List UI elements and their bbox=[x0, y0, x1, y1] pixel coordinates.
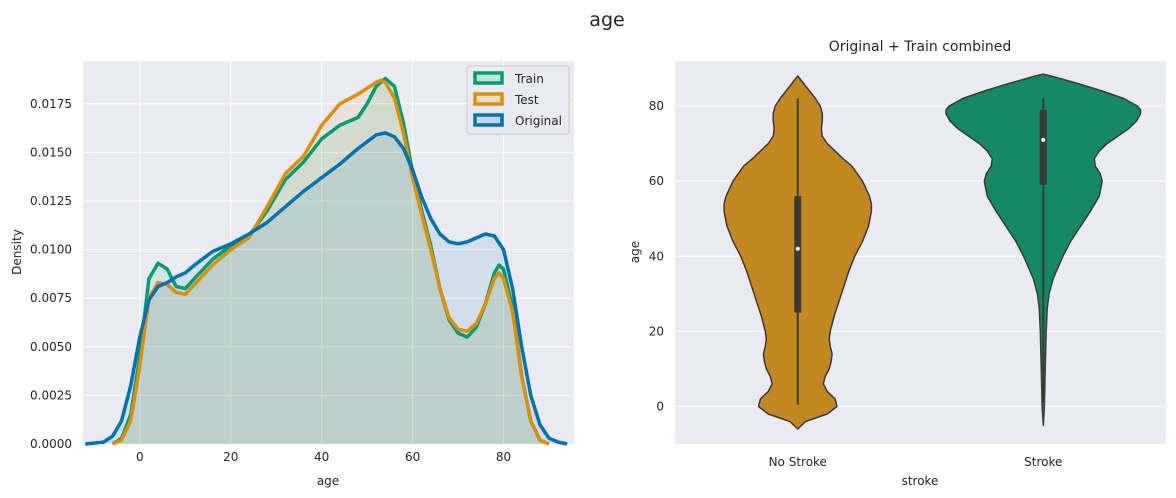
violin-y-tick-label: 80 bbox=[649, 99, 664, 113]
violin-x-tick-label: No Stroke bbox=[769, 455, 827, 469]
legend-swatch-original bbox=[473, 113, 504, 127]
kde-x-axis-label: age bbox=[317, 474, 339, 488]
violin-y-ticks: 0 20 40 60 80 bbox=[649, 99, 664, 413]
legend-label-train: Train bbox=[514, 72, 544, 86]
kde-plot: 0 20 40 60 80 0.0000 0.0025 0.0050 0.0075 0.0100… bbox=[10, 61, 574, 488]
kde-y-tick-label: 0.0075 bbox=[30, 291, 72, 305]
kde-lines bbox=[85, 76, 568, 446]
kde-line-test bbox=[111, 78, 550, 446]
kde-y-tick-label: 0.0125 bbox=[30, 194, 72, 208]
kde-y-tick-label: 0.0025 bbox=[30, 388, 72, 402]
kde-x-tick-label: 60 bbox=[405, 450, 420, 464]
violin-x-ticks: No Stroke Stroke bbox=[769, 455, 1063, 469]
kde-x-tick-label: 0 bbox=[136, 450, 144, 464]
kde-x-tick-label: 80 bbox=[496, 450, 511, 464]
violin-y-tick-label: 60 bbox=[649, 174, 664, 188]
violin-bodies bbox=[723, 73, 1142, 430]
legend-swatch-train bbox=[473, 71, 504, 85]
kde-y-ticks: 0.0000 0.0025 0.0050 0.0075 0.0100 0.0125 0.01… bbox=[30, 97, 72, 451]
violin-plot-title: Original + Train combined bbox=[829, 39, 1012, 55]
violin-x-axis-label: stroke bbox=[902, 474, 939, 488]
violin-y-tick-label: 40 bbox=[649, 249, 664, 263]
kde-y-tick-label: 0.0100 bbox=[30, 243, 72, 257]
legend-swatch-test bbox=[473, 92, 504, 106]
legend-label-test: Test bbox=[514, 93, 539, 107]
violin-x-tick-label: Stroke bbox=[1024, 455, 1062, 469]
kde-y-tick-label: 0.0000 bbox=[30, 437, 72, 451]
violin-y-tick-label: 0 bbox=[656, 399, 664, 413]
kde-y-tick-label: 0.0150 bbox=[30, 145, 72, 159]
kde-fill-test bbox=[112, 80, 549, 445]
kde-y-axis-label: Density bbox=[10, 229, 24, 275]
kde-fills bbox=[85, 78, 568, 445]
violin-median-stroke bbox=[1041, 137, 1046, 142]
kde-y-tick-label: 0.0050 bbox=[30, 340, 72, 354]
kde-x-tick-label: 40 bbox=[314, 450, 329, 464]
violin-plot: Original + Train combined No Stroke Strok… bbox=[628, 39, 1166, 488]
figure-title: age bbox=[589, 9, 624, 31]
legend-label-original: Original bbox=[515, 114, 562, 128]
kde-legend: Train Test Original bbox=[466, 65, 570, 135]
kde-x-tick-label: 20 bbox=[223, 450, 238, 464]
violin-median-no-stroke bbox=[795, 246, 800, 251]
violin-y-tick-label: 20 bbox=[649, 324, 664, 338]
kde-fill-train bbox=[112, 78, 549, 444]
kde-line-original bbox=[85, 131, 568, 446]
kde-fill-original bbox=[85, 132, 568, 444]
violin-y-axis-label: age bbox=[628, 241, 642, 263]
kde-y-tick-label: 0.0175 bbox=[30, 97, 72, 111]
kde-x-ticks: 0 20 40 60 80 bbox=[136, 450, 511, 464]
